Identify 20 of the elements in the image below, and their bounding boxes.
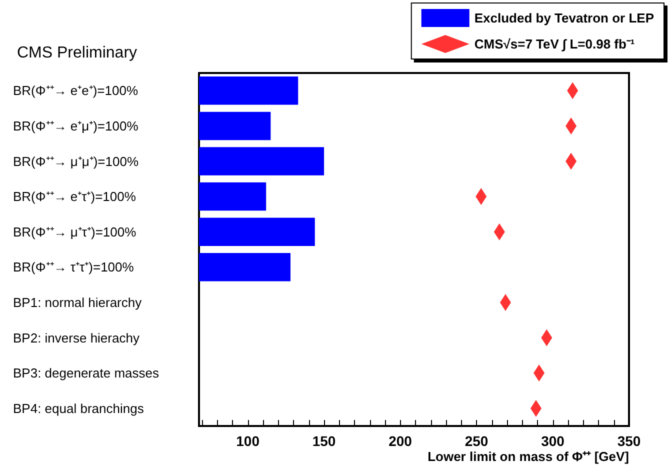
y-tick-label: BP2: inverse hierachy <box>13 330 140 346</box>
x-tick-label: 100 <box>236 433 260 449</box>
chart-title: CMS Preliminary <box>17 44 138 62</box>
x-tick-label: 350 <box>617 433 641 449</box>
y-tick-label: BR(Φ⁺⁺→ μ⁺μ⁺)=100% <box>13 154 139 169</box>
legend-label: CMS√s=7 TeV ∫ L=0.98 fb⁻¹ <box>474 36 635 52</box>
y-tick-label: BP3: degenerate masses <box>13 366 160 381</box>
x-tick-label: 200 <box>388 433 412 449</box>
y-tick-label: BP4: equal branchings <box>13 400 144 416</box>
x-tick-label: 300 <box>541 433 565 449</box>
y-tick-label: BP1: normal hierarchy <box>13 294 142 310</box>
x-tick-label: 150 <box>312 433 336 449</box>
y-tick-label: BR(Φ⁺⁺→ τ⁺τ⁺)=100% <box>13 260 134 275</box>
y-tick-label: BR(Φ⁺⁺→ e⁺e⁺)=100% <box>13 83 138 98</box>
legend-label: Excluded by Tevatron or LEP <box>474 10 654 26</box>
x-axis-title: Lower limit on mass of Φ⁺⁺ [GeV] <box>428 449 629 464</box>
y-tick-label: BR(Φ⁺⁺→ e⁺τ⁺)=100% <box>13 189 136 204</box>
y-tick-label: BR(Φ⁺⁺→ μ⁺τ⁺)=100% <box>13 224 137 240</box>
y-tick-label: BR(Φ⁺⁺→ e⁺μ⁺)=100% <box>13 118 139 134</box>
x-tick-label: 250 <box>464 433 488 449</box>
